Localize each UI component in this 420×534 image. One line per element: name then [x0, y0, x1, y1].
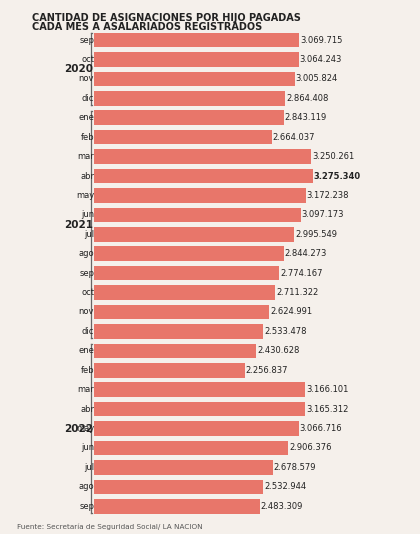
Text: 3.005.824: 3.005.824 — [296, 74, 338, 83]
Text: 3.275.340: 3.275.340 — [314, 171, 361, 180]
Text: ago: ago — [79, 482, 94, 491]
Bar — [94, 188, 306, 203]
Bar — [94, 382, 305, 397]
Bar — [94, 285, 275, 300]
Text: jun: jun — [81, 210, 94, 219]
Text: jul: jul — [84, 463, 94, 472]
Bar — [94, 91, 285, 106]
Text: 3.069.715: 3.069.715 — [300, 36, 342, 44]
Text: 3.172.238: 3.172.238 — [307, 191, 349, 200]
Bar — [94, 421, 299, 436]
Text: 3.097.173: 3.097.173 — [302, 210, 344, 219]
Bar — [94, 33, 299, 48]
Text: 2.532.944: 2.532.944 — [264, 482, 306, 491]
Bar — [94, 150, 311, 164]
Text: 2.664.037: 2.664.037 — [273, 132, 315, 142]
Bar — [94, 460, 273, 475]
Text: 2.843.119: 2.843.119 — [285, 113, 327, 122]
Text: ene: ene — [78, 113, 94, 122]
Bar — [94, 324, 263, 339]
Text: 3.250.261: 3.250.261 — [312, 152, 354, 161]
Bar — [94, 52, 299, 67]
Bar — [94, 441, 288, 456]
Text: nov: nov — [79, 74, 94, 83]
Text: mar: mar — [77, 385, 94, 394]
Text: 2.256.837: 2.256.837 — [246, 366, 288, 375]
Text: 2.844.273: 2.844.273 — [285, 249, 327, 258]
Text: 2.483.309: 2.483.309 — [261, 502, 303, 511]
Text: jul: jul — [84, 230, 94, 239]
Text: feb: feb — [81, 366, 94, 375]
Text: may: may — [76, 191, 94, 200]
Text: dic: dic — [82, 327, 94, 336]
Text: mar: mar — [77, 152, 94, 161]
Text: abr: abr — [80, 405, 94, 414]
Bar — [94, 246, 284, 261]
Bar — [94, 343, 256, 358]
Bar — [94, 480, 263, 494]
Text: CANTIDAD DE ASIGNACIONES POR HIJO PAGADAS: CANTIDAD DE ASIGNACIONES POR HIJO PAGADA… — [32, 13, 300, 23]
Text: may: may — [76, 424, 94, 433]
Text: oct: oct — [81, 288, 94, 297]
Text: 2.774.167: 2.774.167 — [280, 269, 323, 278]
Text: ago: ago — [79, 249, 94, 258]
Bar — [94, 111, 284, 125]
Text: 2.678.579: 2.678.579 — [274, 463, 316, 472]
Text: 2.864.408: 2.864.408 — [286, 94, 328, 103]
Text: dic: dic — [82, 94, 94, 103]
Text: 3.066.716: 3.066.716 — [300, 424, 342, 433]
Text: oct: oct — [81, 55, 94, 64]
Text: 3.165.312: 3.165.312 — [306, 405, 349, 414]
Text: sep: sep — [79, 502, 94, 511]
Text: sep: sep — [79, 36, 94, 44]
Text: nov: nov — [79, 308, 94, 317]
Text: 2021: 2021 — [64, 219, 93, 230]
Text: CADA MES A ASALARIADOS REGISTRADOS: CADA MES A ASALARIADOS REGISTRADOS — [32, 22, 262, 32]
Text: 2.624.991: 2.624.991 — [270, 308, 312, 317]
Text: Fuente: Secretaría de Seguridad Social/ LA NACION: Fuente: Secretaría de Seguridad Social/ … — [17, 523, 202, 530]
Text: abr: abr — [80, 171, 94, 180]
Text: ene: ene — [78, 347, 94, 355]
Bar — [94, 130, 272, 145]
Text: 3.166.101: 3.166.101 — [306, 385, 349, 394]
Text: 2.430.628: 2.430.628 — [257, 347, 299, 355]
Bar — [94, 363, 245, 378]
Bar — [94, 266, 279, 280]
Text: 2.906.376: 2.906.376 — [289, 443, 331, 452]
Bar — [94, 305, 269, 319]
Text: feb: feb — [81, 132, 94, 142]
Text: sep: sep — [79, 269, 94, 278]
Bar — [94, 208, 301, 222]
Bar — [94, 402, 305, 417]
Text: 2.533.478: 2.533.478 — [264, 327, 307, 336]
Bar — [94, 499, 260, 514]
Text: 3.064.243: 3.064.243 — [299, 55, 342, 64]
Text: 2.711.322: 2.711.322 — [276, 288, 318, 297]
Bar — [94, 169, 312, 183]
Text: 2.995.549: 2.995.549 — [295, 230, 337, 239]
Text: jun: jun — [81, 443, 94, 452]
Text: 2020: 2020 — [64, 64, 93, 74]
Bar — [94, 227, 294, 241]
Bar — [94, 72, 295, 86]
Text: 2022: 2022 — [64, 423, 93, 434]
